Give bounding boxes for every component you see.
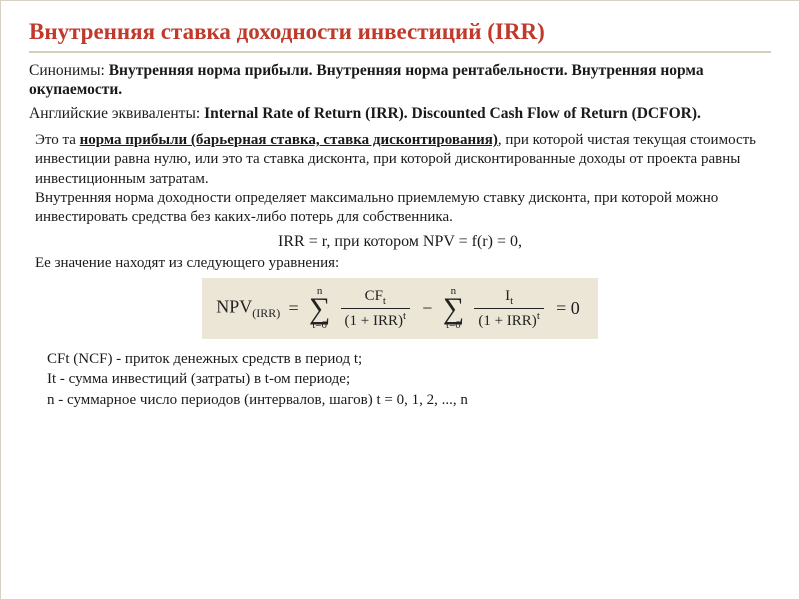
english-line: Английские эквиваленты: Internal Rate of… [29, 104, 771, 123]
slide: Внутренняя ставка доходности инвестиций … [0, 0, 800, 600]
fraction-2: It (1 + IRR)t [474, 288, 544, 330]
fraction-1: CFt (1 + IRR)t [341, 288, 411, 330]
formula-lhs: NPV [216, 296, 252, 316]
den2-base: (1 + IRR) [478, 313, 536, 329]
fraction-1-num: CFt [341, 288, 411, 309]
fraction-1-den: (1 + IRR)t [341, 309, 411, 330]
sigma-2-symbol: ∑ [443, 295, 464, 322]
formula-lhs-sub: (IRR) [252, 306, 280, 320]
sigma-1-symbol: ∑ [309, 295, 330, 322]
formula-minus: − [422, 298, 432, 319]
npv-formula: NPV(IRR) = n ∑ t=0 CFt (1 + IRR)t − n ∑ … [202, 278, 598, 339]
formula-rhs: = 0 [556, 298, 580, 319]
definition-2: Внутренняя норма доходности определяет м… [35, 189, 771, 227]
definition-block: Это та норма прибыли (барьерная ставка, … [29, 131, 771, 227]
english-label: Английские эквиваленты: [29, 105, 204, 122]
fraction-2-num: It [474, 288, 544, 309]
legend-line-2: It - сумма инвестиций (затраты) в t-ом п… [47, 369, 771, 389]
den2-exp: t [537, 310, 540, 322]
sigma-2-bot: t=0 [443, 320, 464, 331]
english-text: Internal Rate of Return (IRR). Discounte… [204, 105, 701, 122]
synonyms-text: Внутренняя норма прибыли. Внутренняя нор… [29, 62, 704, 98]
sigma-2: n ∑ t=0 [443, 286, 464, 331]
definition-lead: Это та [35, 132, 80, 148]
i-sub: t [510, 295, 513, 307]
equation-lead: Ее значение находят из следующего уравне… [35, 255, 771, 272]
legend-line-3: n - суммарное число периодов (интервалов… [47, 390, 771, 410]
formula-wrap: NPV(IRR) = n ∑ t=0 CFt (1 + IRR)t − n ∑ … [29, 278, 771, 339]
synonyms-label: Синонимы: [29, 62, 109, 79]
synonyms-line: Синонимы: Внутренняя норма прибыли. Внут… [29, 61, 771, 100]
den1-exp: t [403, 310, 406, 322]
sigma-1: n ∑ t=0 [309, 286, 330, 331]
cf-symbol: CF [365, 288, 383, 304]
definition-underlined: норма прибыли (барьерная ставка, ставка … [80, 132, 498, 148]
legend-line-1: CFt (NCF) - приток денежных средств в пе… [47, 349, 771, 369]
den1-base: (1 + IRR) [345, 313, 403, 329]
fraction-2-den: (1 + IRR)t [474, 309, 544, 330]
equation-simple: IRR = r, при котором NPV = f(r) = 0, [29, 233, 771, 251]
cf-sub: t [383, 295, 386, 307]
page-title: Внутренняя ставка доходности инвестиций … [29, 19, 771, 53]
legend: CFt (NCF) - приток денежных средств в пе… [29, 349, 771, 410]
formula-eq1: = [288, 298, 298, 319]
